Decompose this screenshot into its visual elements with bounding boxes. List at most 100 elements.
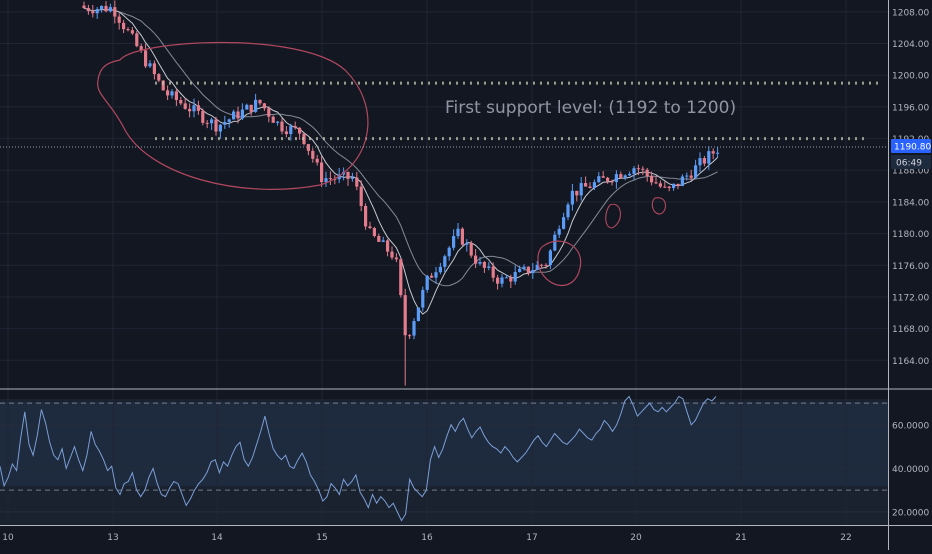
candle-body (553, 234, 557, 251)
candle-body (293, 126, 297, 128)
price-tick-label: 1172.00 (892, 293, 929, 303)
candle-body (394, 257, 398, 260)
candle-body (245, 104, 249, 110)
moving-average-line (83, 7, 718, 287)
candle-body (628, 173, 632, 176)
candle-body (267, 108, 271, 117)
price-tick-label: 1164.00 (892, 357, 929, 367)
annotation-text: First support level: (1192 to 1200) (445, 98, 736, 118)
time-tick-label: 22 (840, 533, 851, 543)
price-tick-label: 1168.00 (892, 325, 929, 335)
candle-body (381, 240, 385, 242)
candle-body (368, 226, 372, 229)
candle-body (205, 122, 209, 124)
candle-body (522, 266, 526, 269)
candle-body (504, 277, 508, 279)
last-price-label: 1190.80 (894, 143, 931, 153)
price-tick-label: 1204.00 (892, 40, 929, 50)
candle-body (676, 183, 680, 186)
candle-body (183, 103, 187, 109)
price-tick-label: 1180.00 (892, 230, 929, 240)
candle-body (346, 171, 350, 179)
candle-body (100, 5, 104, 10)
candle-body (689, 175, 693, 178)
candle-body (258, 99, 262, 104)
candle-body (672, 183, 676, 189)
candle-body (430, 275, 434, 278)
rsi-indicator (0, 395, 888, 522)
candle-body (161, 80, 165, 91)
candle-body (421, 289, 425, 308)
candle-body (152, 63, 156, 75)
candle-body (654, 182, 658, 184)
candle-body (588, 186, 592, 189)
candle-body (482, 261, 486, 268)
candle-body (452, 236, 456, 248)
time-tick-label: 13 (107, 533, 118, 543)
candle-body (179, 99, 183, 104)
candle-body (364, 205, 368, 227)
candle-body (438, 266, 442, 273)
candle-body (685, 175, 689, 177)
trend-drawings: First support level: (1192 to 1200) (0, 41, 888, 286)
candle-body (284, 131, 288, 135)
rsi-tick-label: 60.0000 (892, 421, 929, 431)
candle-body (166, 90, 170, 96)
candle-body (223, 122, 227, 125)
candle-body (513, 271, 517, 282)
candle-body (262, 103, 266, 109)
candle-body (610, 181, 614, 183)
candle-body (412, 321, 416, 336)
candle-body (540, 264, 544, 266)
highlight-circle (605, 203, 621, 229)
candle-body (465, 243, 469, 245)
candle-body (324, 178, 328, 183)
candle-body (135, 33, 139, 47)
candle-body (188, 108, 192, 112)
candle-body (82, 5, 86, 9)
candle-body (157, 74, 161, 81)
candle-body (126, 29, 130, 31)
candle-body (557, 228, 561, 235)
candle-body (328, 178, 332, 180)
candle-body (526, 266, 530, 274)
candle-body (122, 22, 126, 30)
candle-body (174, 91, 178, 100)
candle-body (236, 111, 240, 119)
candle-body (478, 261, 482, 264)
time-tick-label: 15 (316, 533, 327, 543)
candle-body (139, 46, 143, 51)
candle-body (619, 174, 623, 178)
candle-body (601, 176, 605, 178)
candle-body (280, 121, 284, 132)
candle-body (518, 268, 522, 272)
candle-body (390, 251, 394, 258)
candle-body (113, 7, 117, 17)
candle-body (636, 168, 640, 170)
candle-body (680, 176, 684, 186)
candle-body (663, 186, 667, 188)
candle-body (641, 168, 645, 170)
candle-body (606, 177, 610, 182)
candle-body (350, 177, 354, 179)
candle-body (548, 250, 552, 266)
candle-body (104, 5, 108, 12)
candle-body (544, 264, 548, 266)
time-tick-label: 20 (630, 533, 642, 543)
candle-body (592, 182, 596, 189)
candle-body (315, 158, 319, 163)
price-tick-label: 1196.00 (892, 103, 929, 113)
price-tick-label: 1188.00 (892, 167, 929, 177)
candle-body (249, 104, 253, 112)
candle-body (386, 240, 390, 252)
time-tick-label: 16 (421, 533, 433, 543)
candle-body (298, 127, 302, 134)
candle-body (108, 7, 112, 12)
candle-body (469, 243, 473, 256)
time-tick-label: 10 (2, 533, 14, 543)
candle-body (276, 121, 280, 123)
candle-body (117, 16, 121, 23)
